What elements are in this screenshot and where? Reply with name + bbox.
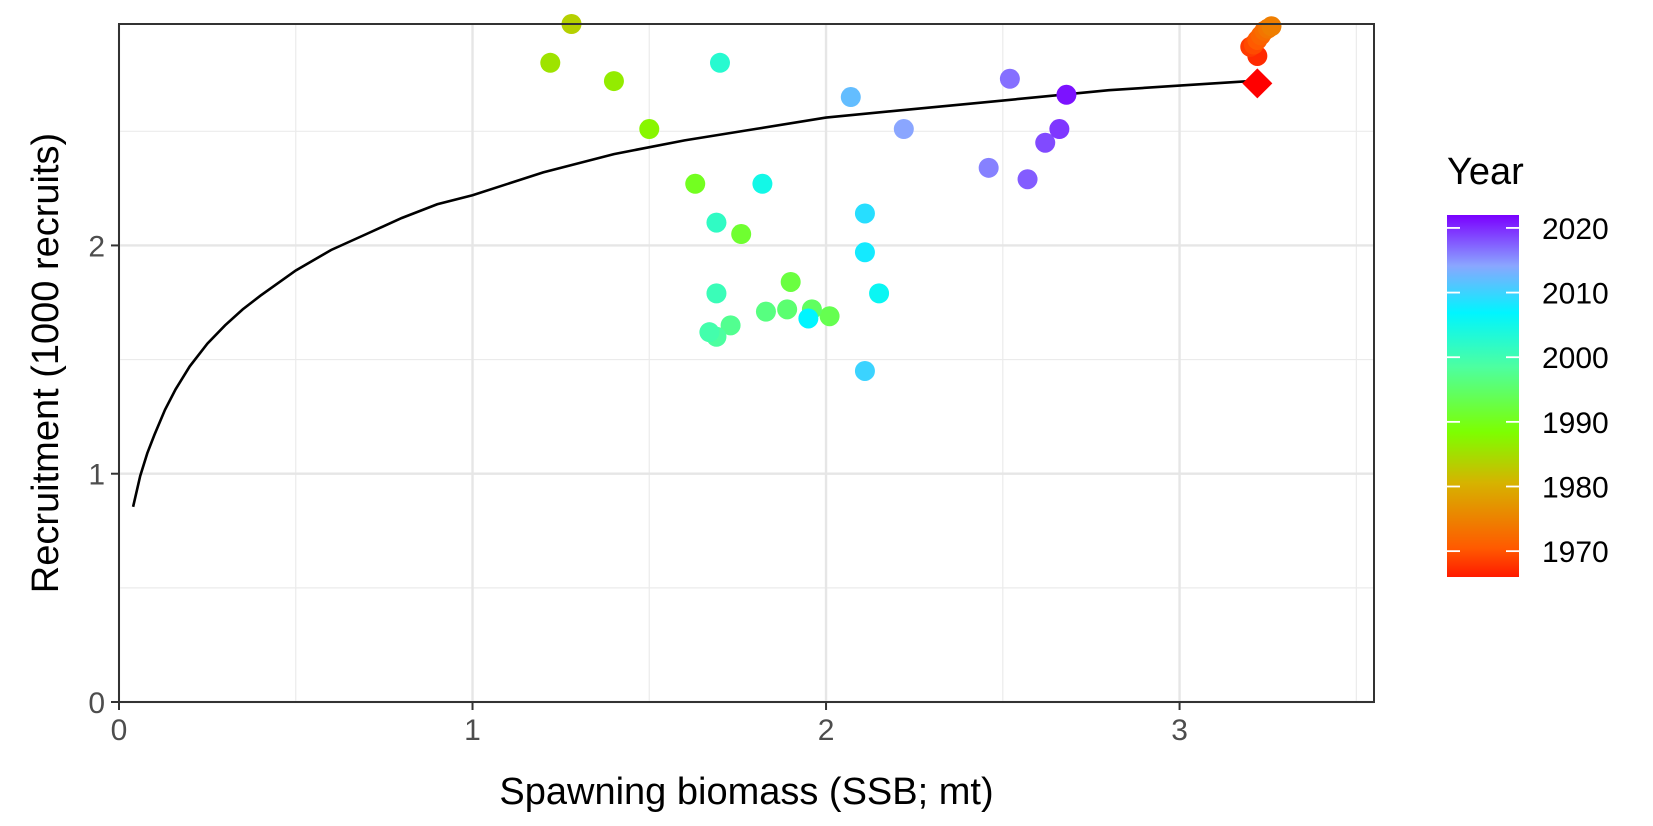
- y-tick-label: 1: [88, 459, 105, 492]
- data-point: [1049, 119, 1070, 140]
- data-point: [706, 212, 727, 233]
- data-point: [1056, 84, 1077, 105]
- data-point: [777, 299, 798, 320]
- x-axis-title: Spawning biomass (SSB; mt): [499, 771, 993, 813]
- legend-label: 2010: [1542, 278, 1609, 311]
- data-point: [540, 52, 561, 73]
- y-axis-ticks: 0 1 2: [88, 230, 119, 720]
- data-points: [540, 14, 1282, 381]
- data-point: [699, 322, 720, 343]
- x-tick-label: 0: [111, 714, 128, 747]
- data-point: [685, 173, 706, 194]
- data-point: [840, 87, 861, 108]
- data-point: [854, 242, 875, 263]
- x-tick-label: 3: [1171, 714, 1188, 747]
- data-point: [709, 52, 730, 73]
- data-point: [706, 283, 727, 304]
- data-point: [819, 306, 840, 327]
- data-point: [752, 173, 773, 194]
- x-tick-label: 1: [464, 714, 481, 747]
- data-point-diamond: [1242, 68, 1273, 99]
- data-point: [780, 271, 801, 292]
- legend-label: 2000: [1542, 342, 1609, 375]
- y-axis-title: Recruitment (1000 recruits): [25, 133, 67, 593]
- data-point: [854, 203, 875, 224]
- data-point: [893, 119, 914, 140]
- y-tick-label: 0: [88, 687, 105, 720]
- x-tick-label: 2: [818, 714, 835, 747]
- legend-ticks: 1970 1980 1990 2000 2010 2020: [1447, 213, 1609, 569]
- stock-recruit-curve: [131, 79, 1251, 508]
- plot-panel-border: [118, 23, 1375, 703]
- legend-title: Year: [1447, 151, 1524, 193]
- data-point: [1017, 169, 1038, 190]
- legend-label: 1970: [1542, 536, 1609, 569]
- data-point: [639, 119, 660, 140]
- data-point: [999, 68, 1020, 89]
- legend-label: 1980: [1542, 472, 1609, 505]
- data-point: [798, 308, 819, 329]
- data-point: [978, 157, 999, 178]
- data-point: [720, 315, 741, 336]
- data-point: [854, 360, 875, 381]
- y-tick-label: 2: [88, 230, 105, 263]
- data-point: [731, 224, 752, 245]
- x-axis-ticks: 0 1 2 3: [111, 702, 1188, 747]
- plot-background: [119, 24, 1374, 702]
- data-point: [755, 301, 776, 322]
- data-point: [1261, 16, 1282, 37]
- legend: Year 1970 1980 1990 2000 2010 2020: [1447, 151, 1609, 577]
- legend-colorbar: [1447, 215, 1519, 577]
- legend-label: 2020: [1542, 213, 1609, 246]
- data-point: [1035, 132, 1056, 153]
- data-point: [603, 71, 624, 92]
- legend-label: 1990: [1542, 407, 1609, 440]
- data-point: [869, 283, 890, 304]
